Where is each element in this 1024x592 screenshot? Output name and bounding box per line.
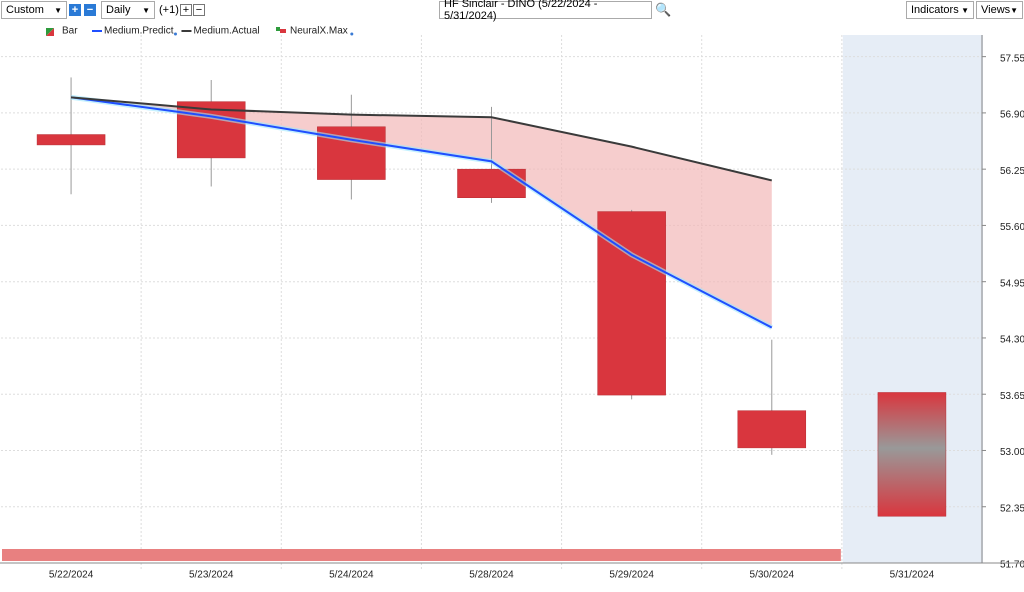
x-tick-label: 5/30/2024 [750,570,795,581]
views-label: Views [981,4,1011,16]
period-label: Daily [106,4,131,16]
legend-label: Bar [62,26,78,37]
offset-minus[interactable]: − [193,4,205,16]
spread-area [71,97,772,328]
series-line [70,96,773,329]
range-label: Custom [6,4,44,16]
zoom-out[interactable]: − [84,4,96,16]
x-tick-label: 5/29/2024 [609,570,654,581]
y-tick-label: 56.90 [1000,110,1024,121]
legend-label: NeuralX.Max [290,26,348,37]
candle-body [877,392,947,517]
x-tick-label: 5/22/2024 [49,570,94,581]
neuralx-band [2,549,841,561]
legend: Bar Medium.Predict Medium.Actual NeuralX.Ma… [46,26,354,37]
candle-body [36,134,106,146]
x-tick-label: 5/31/2024 [890,570,935,581]
candle-body [737,410,807,449]
chart: 51.70 52.35 53.00 53.65 54.30 54.95 55.60 56.25… [0,26,1024,581]
y-tick-label: 57.55 [1000,53,1024,64]
legend-band-icon [276,27,280,31]
views-menu[interactable]: Views ▼ [976,1,1023,19]
y-tick-label: 55.60 [1000,222,1024,233]
search-icon[interactable]: 🔍 [655,2,672,17]
legend-label: Medium.Actual [193,26,259,37]
y-tick-label: 54.30 [1000,335,1024,346]
range-select[interactable]: Custom ▼ [1,1,67,19]
legend-bar-icon2 [46,28,54,36]
period-select[interactable]: Daily ▼ [101,1,155,19]
series-line [70,96,773,182]
offset-label: (+1) [159,4,179,16]
y-tick-label: 53.65 [1000,391,1024,402]
legend-dot [173,32,177,36]
y-tick-label: 52.35 [1000,503,1024,514]
y-tick-label: 56.25 [1000,166,1024,177]
symbol-box[interactable]: HF Sinclair - DINO (5/22/2024 - 5/31/202… [439,0,652,22]
offset-plus[interactable]: + [180,4,192,16]
y-tick-label: 51.70 [1000,560,1024,571]
y-tick-label: 53.00 [1000,447,1024,458]
legend-dot [350,32,354,36]
x-tick-label: 5/23/2024 [189,570,234,581]
y-tick-label: 54.95 [1000,278,1024,289]
indicators-menu[interactable]: Indicators ▼ [906,1,974,19]
legend-band-icon2 [280,29,286,33]
x-tick-label: 5/28/2024 [469,570,514,581]
zoom-in[interactable]: + [69,4,81,16]
x-tick-label: 5/24/2024 [329,570,374,581]
indicators-label: Indicators [911,4,959,16]
legend-label: Medium.Predict [104,26,174,37]
candle-body [457,168,526,198]
